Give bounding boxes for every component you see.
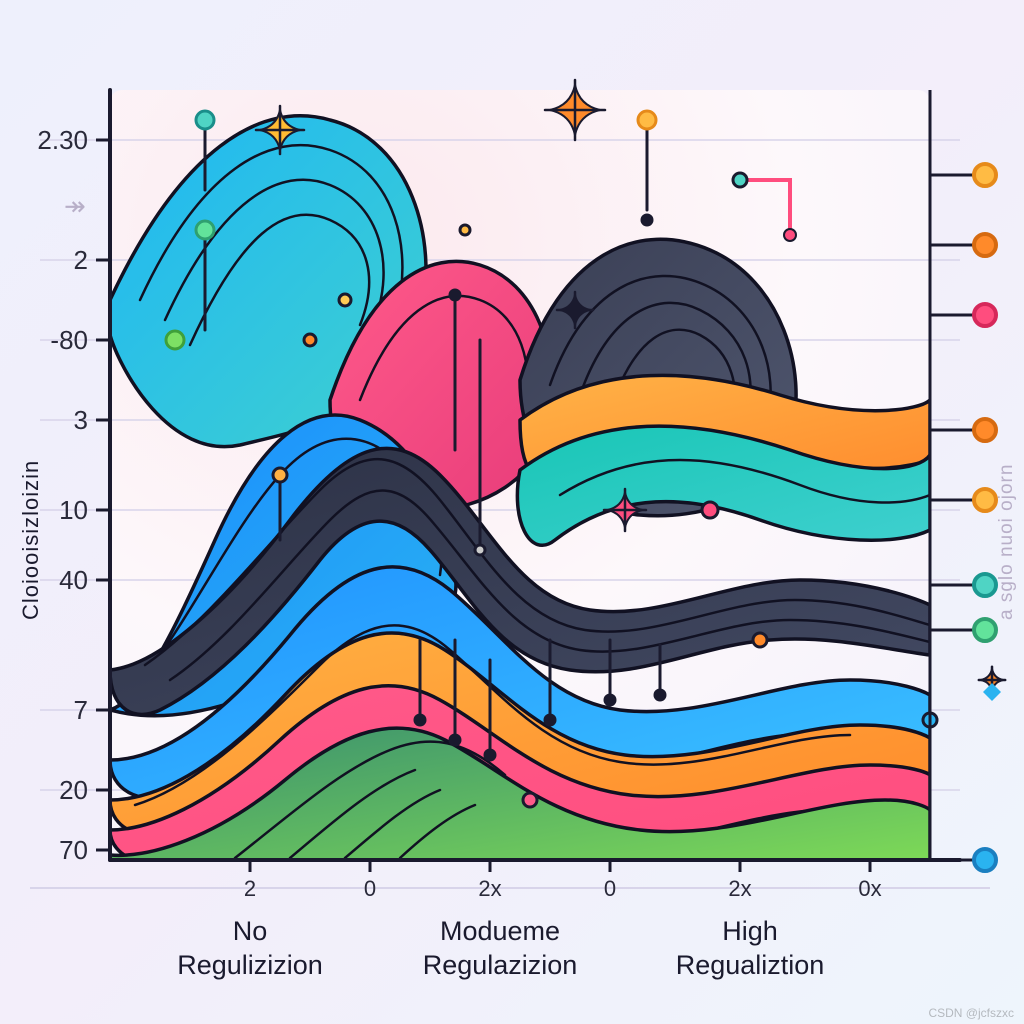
right-side-label: a sglo nuoi ojorn [996, 380, 1018, 620]
x-category-label: Modueme [440, 916, 560, 946]
marker-dot [523, 793, 537, 807]
x-tick-label: 0x [858, 876, 881, 901]
marker-dot [485, 750, 495, 760]
y-axis-label: Cloiooisizloizin [18, 380, 44, 620]
y-tick-label: 20 [59, 775, 88, 805]
marker-dot [702, 502, 718, 518]
x-tick-label: 2 [244, 876, 256, 901]
marker-dot [450, 290, 460, 300]
marker-dot [415, 715, 425, 725]
x-tick-label: 0 [364, 876, 376, 901]
x-tick-label: 2x [478, 876, 501, 901]
x-category-label: Regualiztion [676, 950, 825, 980]
x-category-label: High [722, 916, 778, 946]
legend-dot [974, 419, 996, 441]
marker-dot [642, 215, 652, 225]
marker-dot [339, 294, 351, 306]
marker-dot [460, 225, 470, 235]
marker-dot [753, 633, 767, 647]
y-tick-label: 2.30 [37, 125, 88, 155]
marker-dot [638, 111, 656, 129]
legend-dot [974, 849, 996, 871]
marker-dot [475, 545, 485, 555]
y-tick-label: -80 [50, 325, 88, 355]
marker-dot [196, 111, 214, 129]
x-tick-label: 0 [604, 876, 616, 901]
chart-svg: 2.302-803104072070202x02x0xNoRegulizizio… [0, 0, 1024, 1024]
x-tick-label: 2x [728, 876, 751, 901]
x-category-label: Regulizizion [177, 950, 323, 980]
marker-dot [273, 468, 287, 482]
legend-dot [974, 304, 996, 326]
legend-dot [974, 489, 996, 511]
x-category-label: No [233, 916, 268, 946]
legend-dot [974, 234, 996, 256]
x-category-label: Regulazizion [423, 950, 578, 980]
marker-dot [196, 221, 214, 239]
y-tick-label: 2 [74, 245, 88, 275]
marker-dot [545, 715, 555, 725]
marker-dot [605, 695, 615, 705]
marker-dot [450, 735, 460, 745]
marker-dot [166, 331, 184, 349]
y-tick-label: 40 [59, 565, 88, 595]
legend-dot [974, 619, 996, 641]
y-tick-label: 3 [74, 405, 88, 435]
watermark-text: CSDN @jcfszxc [928, 1006, 1014, 1020]
y-tick-label: 7 [74, 695, 88, 725]
y-tick-label: 10 [59, 495, 88, 525]
legend-dot [974, 164, 996, 186]
chart-container: 2.302-803104072070202x02x0xNoRegulizizio… [0, 0, 1024, 1024]
marker-dot [655, 690, 665, 700]
y-tick-label: 70 [59, 835, 88, 865]
legend-dot [974, 574, 996, 596]
marker-dot [304, 334, 316, 346]
arrow-glyph: ↠ [64, 191, 86, 221]
